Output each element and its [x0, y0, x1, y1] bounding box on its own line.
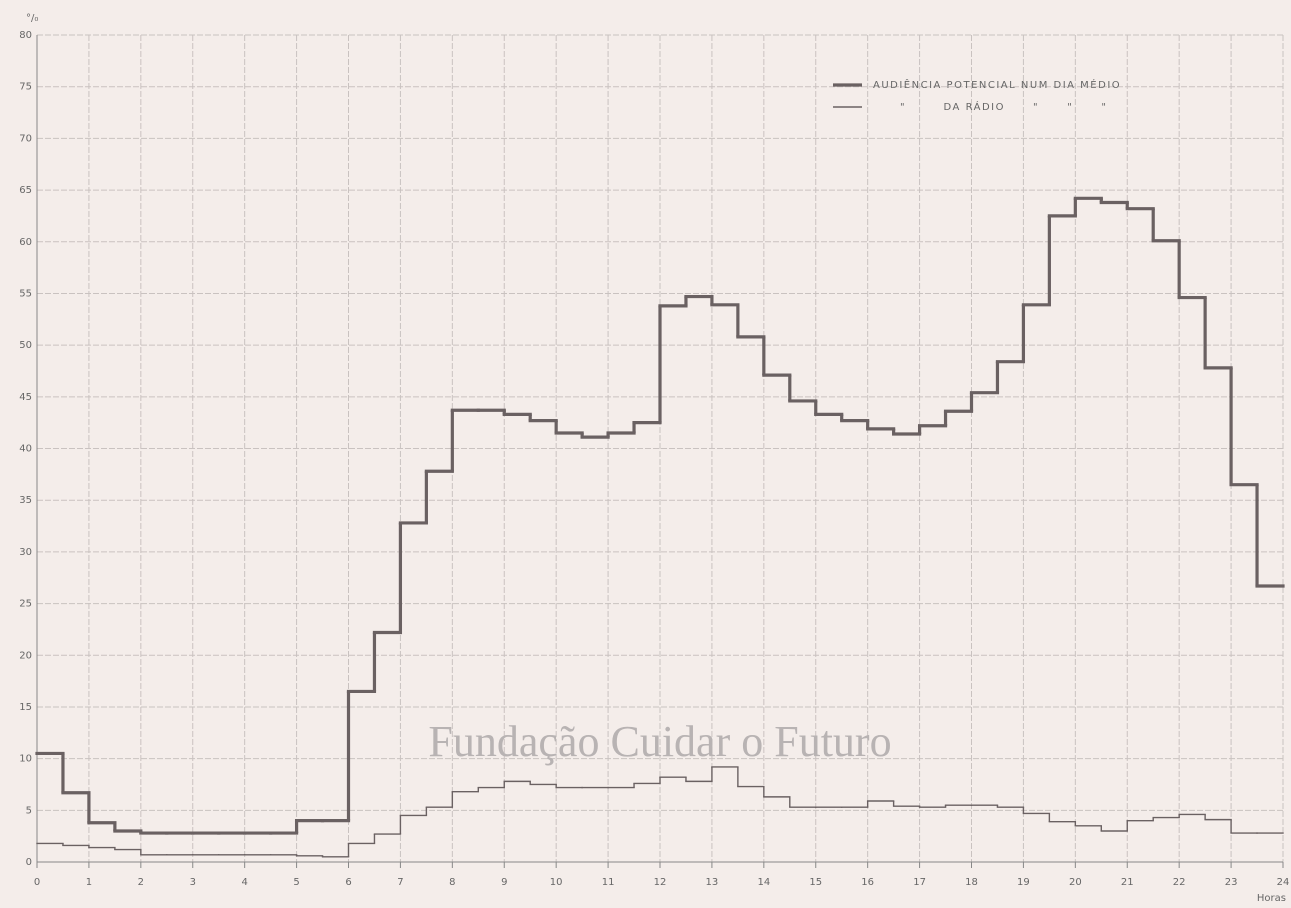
- watermark: Fundação Cuidar o Futuro: [428, 717, 891, 766]
- x-tick-label: 13: [706, 877, 719, 888]
- y-tick-label: 30: [19, 547, 32, 558]
- x-tick-label: 2: [138, 877, 144, 888]
- y-axis-label: °/₀: [26, 13, 38, 24]
- x-tick-label: 19: [1017, 877, 1030, 888]
- x-tick-label: 18: [965, 877, 978, 888]
- x-tick-label: 7: [397, 877, 403, 888]
- x-tick-label: 24: [1277, 877, 1290, 888]
- y-tick-label: 35: [19, 495, 32, 506]
- x-tick-label: 5: [293, 877, 299, 888]
- y-tick-label: 10: [19, 754, 32, 765]
- x-tick-label: 15: [809, 877, 822, 888]
- y-tick-label: 80: [19, 30, 32, 41]
- y-tick-label: 50: [19, 340, 32, 351]
- x-axis-label: Horas: [1257, 893, 1286, 904]
- y-tick-label: 15: [19, 702, 32, 713]
- x-tick-label: 23: [1225, 877, 1238, 888]
- x-tick-label: 20: [1069, 877, 1082, 888]
- x-tick-label: 22: [1173, 877, 1186, 888]
- y-tick-label: 55: [19, 288, 32, 299]
- y-tick-label: 20: [19, 650, 32, 661]
- legend-label: AUDIÊNCIA POTENCIAL NUM DIA MÉDIO: [873, 78, 1121, 91]
- y-tick-label: 75: [19, 82, 32, 93]
- x-tick-label: 0: [34, 877, 40, 888]
- x-tick-label: 16: [861, 877, 874, 888]
- x-tick-label: 9: [501, 877, 507, 888]
- y-tick-label: 25: [19, 599, 32, 610]
- x-tick-label: 17: [913, 877, 926, 888]
- x-tick-label: 1: [86, 877, 92, 888]
- x-tick-label: 14: [757, 877, 770, 888]
- y-tick-label: 40: [19, 444, 32, 455]
- x-tick-label: 6: [345, 877, 351, 888]
- x-tick-label: 21: [1121, 877, 1134, 888]
- legend-label: " DA RÁDIO " " ": [900, 100, 1108, 113]
- x-tick-label: 3: [190, 877, 196, 888]
- x-tick-label: 12: [654, 877, 667, 888]
- y-tick-label: 0: [26, 857, 32, 868]
- y-tick-label: 70: [19, 133, 32, 144]
- x-tick-label: 8: [449, 877, 455, 888]
- y-tick-label: 5: [26, 805, 32, 816]
- y-tick-label: 65: [19, 185, 32, 196]
- y-tick-label: 60: [19, 237, 32, 248]
- y-tick-label: 45: [19, 392, 32, 403]
- x-tick-label: 4: [241, 877, 247, 888]
- x-tick-label: 10: [550, 877, 563, 888]
- x-tick-label: 11: [602, 877, 615, 888]
